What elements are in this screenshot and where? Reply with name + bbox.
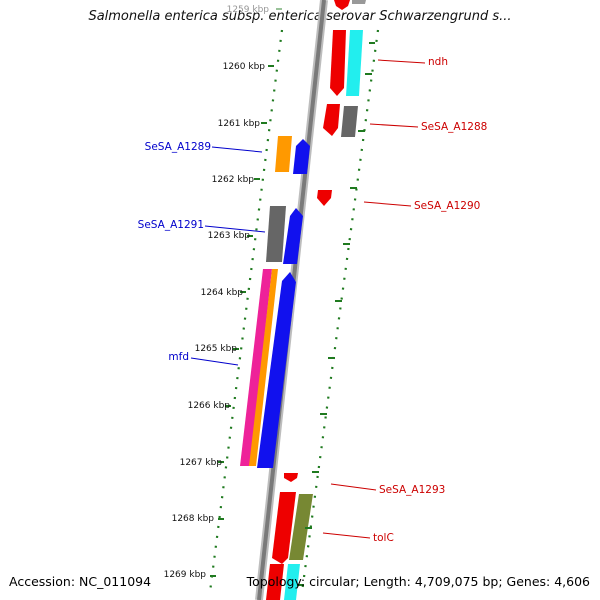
tick-1265: 1265 kbp bbox=[195, 344, 239, 354]
tick-label: 1262 kbp bbox=[212, 175, 255, 185]
gene-label-ndh: ndh bbox=[377, 56, 448, 68]
tick-label: 1263 kbp bbox=[208, 231, 251, 241]
gene-labels: ndh SeSA_A1288 SeSA_A1289 SeSA_A1290 SeS… bbox=[138, 56, 488, 544]
tick-1269: 1269 kbp bbox=[164, 570, 216, 580]
gene-feature-orange bbox=[249, 269, 278, 466]
scale-ticks: 1259 kbp 1260 kbp 1261 kbp 1262 kbp 1263… bbox=[164, 5, 282, 580]
tick-1266: 1266 kbp bbox=[188, 401, 231, 411]
tick-label: 1264 kbp bbox=[201, 288, 244, 298]
tick-label: 1260 kbp bbox=[223, 62, 266, 72]
tick-label: 1259 kbp bbox=[227, 5, 270, 15]
gene-feature-blue bbox=[257, 272, 296, 468]
gene-label-text: SeSA_A1290 bbox=[414, 200, 480, 212]
gene-feature-gray bbox=[352, 0, 366, 4]
tick-label: 1261 kbp bbox=[218, 119, 261, 129]
gene-feature-red bbox=[266, 564, 284, 600]
gene-feature-olive bbox=[289, 494, 313, 560]
gene-label-SeSA_A1289: SeSA_A1289 bbox=[145, 141, 263, 153]
gene-feature-red bbox=[334, 0, 350, 10]
gene-feature-red bbox=[284, 473, 298, 482]
gene-label-SeSA_A1291: SeSA_A1291 bbox=[138, 219, 266, 233]
tick-1263: 1263 kbp bbox=[208, 231, 253, 241]
gene-label-text: mfd bbox=[168, 351, 189, 363]
tick-label: 1265 kbp bbox=[195, 344, 238, 354]
gene-label-text: SeSA_A1289 bbox=[145, 141, 211, 153]
tick-1260: 1260 kbp bbox=[223, 62, 274, 72]
tick-1259: 1259 kbp bbox=[227, 5, 282, 15]
tick-label: 1266 kbp bbox=[188, 401, 231, 411]
tick-label: 1268 kbp bbox=[172, 514, 215, 524]
map-title: Salmonella enterica subsp. enterica sero… bbox=[88, 9, 512, 24]
gene-feature-gray bbox=[266, 206, 286, 262]
gene-label-text: SeSA_A1293 bbox=[379, 484, 445, 496]
gene-feature-red bbox=[272, 492, 296, 564]
gene-label-SeSA_A1290: SeSA_A1290 bbox=[363, 200, 480, 212]
tick-1268: 1268 kbp bbox=[172, 514, 224, 524]
gene-label-text: SeSA_A1291 bbox=[138, 219, 204, 231]
topology-summary: Topology: circular; Length: 4,709,075 bp… bbox=[246, 574, 590, 589]
tick-1264: 1264 kbp bbox=[201, 288, 246, 298]
tick-label: 1267 kbp bbox=[180, 458, 223, 468]
gene-feature-blue bbox=[283, 208, 303, 264]
tick-1267: 1267 kbp bbox=[180, 458, 224, 468]
minor-dashes bbox=[297, 42, 375, 586]
gene-label-text: tolC bbox=[373, 532, 394, 544]
gene-label-text: ndh bbox=[428, 56, 448, 68]
gene-feature-gray bbox=[341, 106, 358, 137]
gene-label-SeSA_A1288: SeSA_A1288 bbox=[369, 121, 487, 133]
gene-feature-magenta bbox=[240, 269, 272, 466]
tick-label: 1269 kbp bbox=[164, 570, 207, 580]
tick-1262: 1262 kbp bbox=[212, 175, 260, 185]
gene-feature-cyan bbox=[284, 564, 300, 600]
tick-1261: 1261 kbp bbox=[218, 119, 267, 129]
gene-label-SeSA_A1293: SeSA_A1293 bbox=[330, 483, 445, 496]
gene-features bbox=[240, 0, 366, 600]
gene-feature-red bbox=[330, 30, 346, 96]
gene-feature-red bbox=[323, 104, 340, 136]
gene-feature-red bbox=[317, 190, 332, 206]
gene-label-mfd: mfd bbox=[168, 351, 239, 366]
gene-feature-cyan bbox=[346, 30, 363, 96]
gene-feature-orange bbox=[275, 136, 292, 172]
gene-feature-blue bbox=[293, 139, 310, 174]
gene-label-text: SeSA_A1288 bbox=[421, 121, 487, 133]
accession-label: Accession: NC_011094 bbox=[9, 574, 152, 589]
gene-label-tolC: tolC bbox=[322, 532, 394, 544]
